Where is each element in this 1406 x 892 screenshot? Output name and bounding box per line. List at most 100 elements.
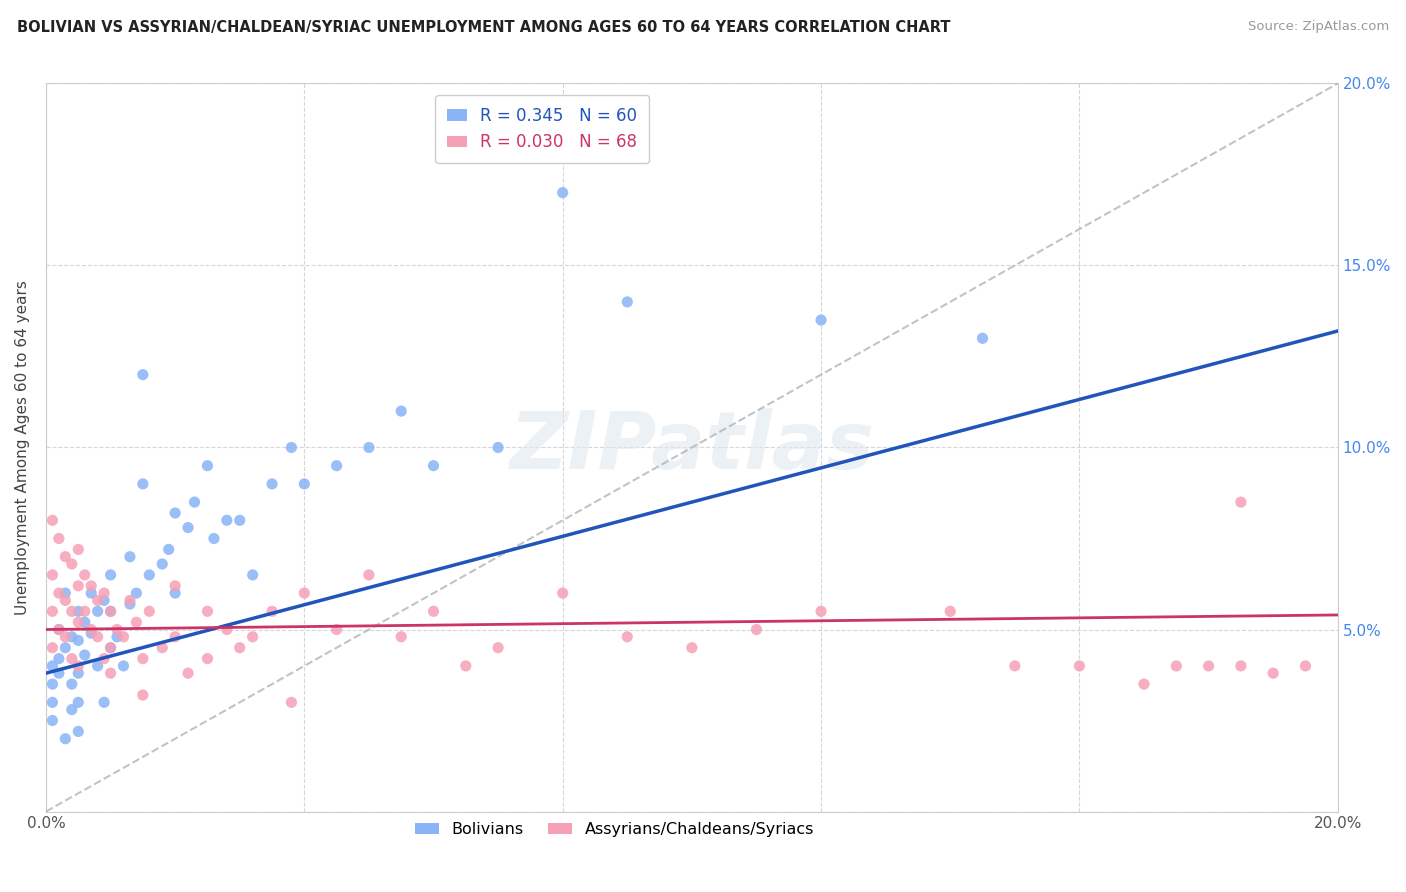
Point bbox=[616, 294, 638, 309]
Point bbox=[177, 520, 200, 534]
Point bbox=[60, 630, 83, 644]
Point bbox=[67, 633, 90, 648]
Point bbox=[86, 604, 108, 618]
Point bbox=[100, 640, 122, 655]
Point bbox=[132, 688, 155, 702]
Point bbox=[292, 476, 315, 491]
Point bbox=[93, 695, 115, 709]
Point bbox=[422, 458, 444, 473]
Point bbox=[1263, 666, 1285, 681]
Point bbox=[67, 615, 90, 630]
Point bbox=[93, 593, 115, 607]
Point bbox=[138, 568, 160, 582]
Point bbox=[53, 630, 76, 644]
Point bbox=[41, 640, 63, 655]
Point bbox=[67, 659, 90, 673]
Point bbox=[105, 623, 128, 637]
Point bbox=[745, 623, 768, 637]
Point bbox=[486, 441, 509, 455]
Point bbox=[73, 568, 96, 582]
Point bbox=[93, 586, 115, 600]
Point bbox=[1230, 659, 1253, 673]
Point bbox=[325, 623, 347, 637]
Point bbox=[616, 630, 638, 644]
Point bbox=[972, 331, 994, 345]
Point bbox=[86, 593, 108, 607]
Point bbox=[215, 623, 238, 637]
Point bbox=[80, 623, 103, 637]
Point bbox=[810, 313, 832, 327]
Point bbox=[118, 549, 141, 564]
Point bbox=[260, 476, 283, 491]
Point bbox=[165, 579, 187, 593]
Point bbox=[810, 604, 832, 618]
Point bbox=[280, 695, 302, 709]
Point bbox=[551, 586, 574, 600]
Point bbox=[41, 513, 63, 527]
Y-axis label: Unemployment Among Ages 60 to 64 years: Unemployment Among Ages 60 to 64 years bbox=[15, 280, 30, 615]
Point bbox=[1133, 677, 1156, 691]
Text: BOLIVIAN VS ASSYRIAN/CHALDEAN/SYRIAC UNEMPLOYMENT AMONG AGES 60 TO 64 YEARS CORR: BOLIVIAN VS ASSYRIAN/CHALDEAN/SYRIAC UNE… bbox=[17, 20, 950, 35]
Point bbox=[67, 604, 90, 618]
Point bbox=[60, 703, 83, 717]
Point bbox=[100, 568, 122, 582]
Text: Source: ZipAtlas.com: Source: ZipAtlas.com bbox=[1249, 20, 1389, 33]
Point bbox=[150, 557, 173, 571]
Point bbox=[177, 666, 200, 681]
Point bbox=[67, 695, 90, 709]
Point bbox=[73, 604, 96, 618]
Point bbox=[48, 651, 70, 665]
Point bbox=[41, 714, 63, 728]
Point bbox=[280, 441, 302, 455]
Text: ZIPatlas: ZIPatlas bbox=[509, 409, 875, 486]
Point bbox=[105, 630, 128, 644]
Point bbox=[157, 542, 180, 557]
Point bbox=[48, 532, 70, 546]
Point bbox=[60, 557, 83, 571]
Point bbox=[118, 593, 141, 607]
Point bbox=[1069, 659, 1091, 673]
Point bbox=[242, 630, 264, 644]
Point bbox=[1230, 495, 1253, 509]
Point bbox=[197, 604, 219, 618]
Point bbox=[67, 579, 90, 593]
Point bbox=[197, 458, 219, 473]
Point bbox=[80, 626, 103, 640]
Point bbox=[100, 604, 122, 618]
Point bbox=[53, 731, 76, 746]
Point bbox=[422, 604, 444, 618]
Point bbox=[41, 659, 63, 673]
Point bbox=[53, 640, 76, 655]
Point bbox=[80, 579, 103, 593]
Point bbox=[53, 586, 76, 600]
Legend: Bolivians, Assyrians/Chaldeans/Syriacs: Bolivians, Assyrians/Chaldeans/Syriacs bbox=[409, 816, 820, 844]
Point bbox=[48, 586, 70, 600]
Point bbox=[150, 640, 173, 655]
Point bbox=[100, 666, 122, 681]
Point bbox=[73, 615, 96, 630]
Point bbox=[260, 604, 283, 618]
Point bbox=[1198, 659, 1220, 673]
Point bbox=[41, 695, 63, 709]
Point bbox=[48, 666, 70, 681]
Point bbox=[93, 651, 115, 665]
Point bbox=[86, 630, 108, 644]
Point bbox=[118, 597, 141, 611]
Point bbox=[60, 677, 83, 691]
Point bbox=[125, 586, 148, 600]
Point bbox=[67, 666, 90, 681]
Point bbox=[60, 604, 83, 618]
Point bbox=[41, 677, 63, 691]
Point bbox=[132, 368, 155, 382]
Point bbox=[67, 542, 90, 557]
Point bbox=[48, 623, 70, 637]
Point bbox=[53, 549, 76, 564]
Point bbox=[60, 651, 83, 665]
Point bbox=[183, 495, 205, 509]
Point bbox=[100, 640, 122, 655]
Point bbox=[112, 659, 135, 673]
Point bbox=[357, 568, 380, 582]
Point bbox=[138, 604, 160, 618]
Point bbox=[80, 586, 103, 600]
Point bbox=[325, 458, 347, 473]
